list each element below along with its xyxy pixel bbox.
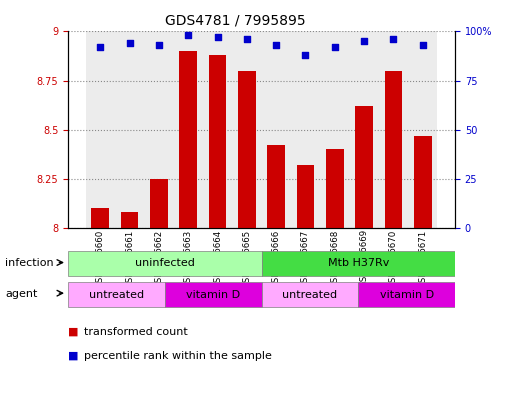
Point (272, 42, 280, 48)
Point (184, 32, 192, 39)
Text: ■: ■ (68, 327, 78, 337)
Bar (358, 282, 455, 307)
Bar (68, 251, 262, 276)
Text: untreated: untreated (89, 290, 144, 300)
Text: untreated: untreated (282, 290, 337, 300)
Text: infection: infection (5, 258, 54, 268)
Bar (384, 71, 402, 228)
Text: transformed count: transformed count (84, 327, 187, 337)
Bar (408, 31, 437, 228)
Bar (379, 31, 408, 228)
Bar (165, 282, 262, 307)
Bar (262, 31, 291, 228)
Point (243, 36, 251, 42)
Bar (297, 165, 314, 228)
Bar (203, 31, 232, 228)
Bar (174, 31, 203, 228)
Bar (326, 149, 344, 228)
Text: Mtb H37Rv: Mtb H37Rv (327, 258, 389, 268)
Point (301, 52, 310, 58)
Bar (355, 106, 373, 228)
Bar (349, 31, 379, 228)
Point (96, 44, 105, 50)
Point (360, 38, 368, 44)
Bar (238, 71, 256, 228)
Bar (262, 251, 455, 276)
Bar (115, 31, 144, 228)
Point (389, 36, 397, 42)
Text: GDS4781 / 7995895: GDS4781 / 7995895 (165, 14, 305, 28)
Text: agent: agent (5, 289, 38, 299)
Point (126, 40, 134, 46)
Text: ■: ■ (68, 351, 78, 361)
Bar (86, 31, 115, 228)
Text: percentile rank within the sample: percentile rank within the sample (84, 351, 271, 361)
Text: uninfected: uninfected (135, 258, 195, 268)
Bar (209, 55, 226, 228)
Bar (150, 179, 168, 228)
Bar (320, 31, 349, 228)
Bar (267, 145, 285, 228)
Point (213, 34, 222, 40)
Bar (262, 282, 358, 307)
Bar (68, 282, 165, 307)
Bar (232, 31, 262, 228)
Text: vitamin D: vitamin D (380, 290, 434, 300)
Bar (179, 51, 197, 228)
Point (331, 44, 339, 50)
Bar (414, 136, 431, 228)
Text: vitamin D: vitamin D (186, 290, 240, 300)
Point (418, 42, 427, 48)
Point (155, 42, 163, 48)
Bar (144, 31, 174, 228)
Bar (291, 31, 320, 228)
Bar (92, 208, 109, 228)
Bar (121, 212, 139, 228)
